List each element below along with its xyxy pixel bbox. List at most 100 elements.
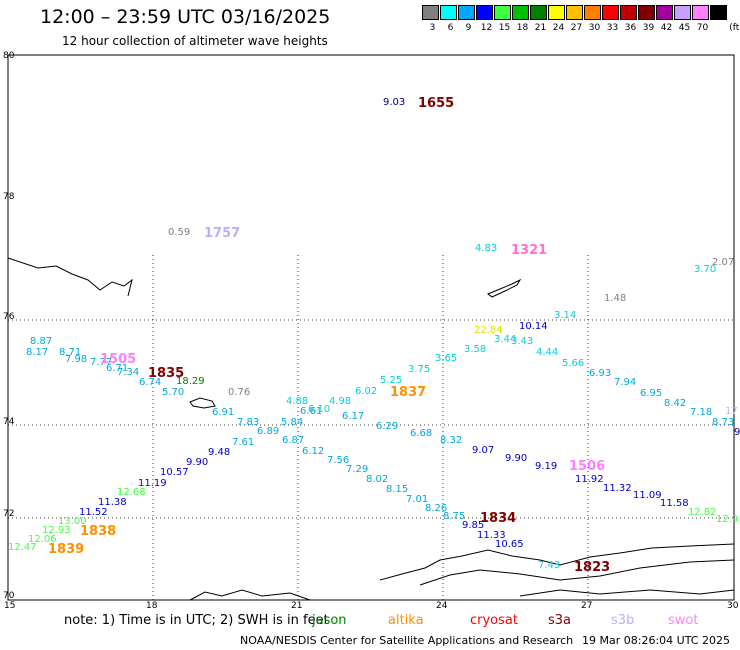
wave-height-label: 8.02 bbox=[366, 474, 389, 485]
legend-label: 6 bbox=[447, 23, 454, 33]
wave-height-label: 13.00 bbox=[58, 516, 87, 527]
wave-height-label: 12.68 bbox=[117, 487, 146, 498]
wave-height-label: 7.29 bbox=[346, 464, 369, 475]
wave-height-label: 7.94 bbox=[614, 377, 637, 388]
pass-time-label: 1823 bbox=[574, 560, 611, 575]
wave-height-label: 7.61 bbox=[232, 437, 255, 448]
wave-height-label: 8.42 bbox=[664, 398, 687, 409]
satellite-label: s3a bbox=[548, 613, 572, 628]
wave-height-label: 6.74 bbox=[139, 377, 162, 388]
wave-height-label: 9.19 bbox=[535, 461, 558, 472]
wave-height-label: 6.95 bbox=[640, 388, 663, 399]
wave-height-label: 9.48 bbox=[208, 447, 231, 458]
legend-label: 45 bbox=[678, 23, 691, 33]
wave-height-label: 7.77 bbox=[90, 357, 113, 368]
satellite-label: cryosat bbox=[470, 613, 518, 628]
legend-swatch bbox=[692, 5, 709, 20]
wave-height-label: 8.17 bbox=[26, 347, 49, 358]
wave-height-label: 3.65 bbox=[435, 353, 458, 364]
legend-swatch bbox=[620, 5, 637, 20]
wave-height-label: 22.84 bbox=[474, 325, 503, 336]
wave-height-label: 6.12 bbox=[302, 446, 325, 457]
legend-swatch bbox=[422, 5, 439, 20]
wave-height-label: 0.59 bbox=[168, 227, 191, 238]
wave-height-label: 12.06 bbox=[28, 534, 57, 545]
lon-label: 21 bbox=[291, 601, 303, 611]
legend-swatch bbox=[548, 5, 565, 20]
legend-swatch bbox=[710, 5, 727, 20]
lat-label: 74 bbox=[3, 417, 15, 427]
wave-height-label: 6.93 bbox=[589, 368, 612, 379]
pass-time-label: 1757 bbox=[204, 226, 241, 241]
coastline-south-c bbox=[419, 559, 735, 586]
wave-height-label: 8.73 bbox=[712, 417, 735, 428]
wave-height-label: 9.03 bbox=[383, 97, 406, 108]
gridlines bbox=[8, 255, 734, 600]
wave-height-label: 3.43 bbox=[511, 336, 534, 347]
legend-swatch bbox=[458, 5, 475, 20]
pass-time-label: 1838 bbox=[80, 524, 117, 539]
wave-height-label: 6.71 bbox=[106, 363, 129, 374]
wave-height-label: 6.91 bbox=[212, 407, 235, 418]
wave-height-label: 6.87 bbox=[282, 435, 305, 446]
wave-height-label: 8.87 bbox=[30, 336, 53, 347]
wave-height-label: 3.14 bbox=[554, 310, 577, 321]
wave-height-label: 6.10 bbox=[308, 404, 331, 415]
wave-height-label: 8.15 bbox=[386, 484, 409, 495]
map-subtitle: 12 hour collection of altimeter wave hei… bbox=[62, 34, 328, 48]
wave-height-label: 8.32 bbox=[440, 435, 463, 446]
wave-height-label: 1.48 bbox=[604, 293, 627, 304]
wave-height-label: 11.92 bbox=[575, 474, 604, 485]
legend-label: 18 bbox=[516, 23, 529, 33]
wave-height-label: 8.26 bbox=[425, 503, 448, 514]
legend-label: 3 bbox=[429, 23, 436, 33]
wave-height-label: 12.82 bbox=[688, 507, 717, 518]
wave-height-label: 3.58 bbox=[464, 344, 487, 355]
lat-label: 76 bbox=[3, 312, 15, 322]
wave-height-label: 7.56 bbox=[327, 455, 350, 466]
legend-label: 24 bbox=[552, 23, 565, 33]
legend-label: 21 bbox=[534, 23, 547, 33]
map-frame bbox=[7, 54, 735, 601]
wave-height-label: 8.71 bbox=[59, 347, 82, 358]
wave-height-label: 4.88 bbox=[286, 396, 309, 407]
wave-height-label: 5.84 bbox=[281, 417, 304, 428]
legend-swatch bbox=[494, 5, 511, 20]
coastline-jan-mayen bbox=[189, 397, 216, 409]
legend-label: 39 bbox=[642, 23, 655, 33]
coastline-greenland bbox=[7, 257, 133, 297]
legend-swatch bbox=[638, 5, 655, 20]
wave-height-label: 6.68 bbox=[410, 428, 433, 439]
legend-swatch bbox=[674, 5, 691, 20]
lon-label: 27 bbox=[581, 601, 593, 611]
wave-height-label: 8.75 bbox=[443, 511, 466, 522]
wave-height-label: 3.70 bbox=[694, 264, 717, 275]
wave-height-label: 10.57 bbox=[160, 467, 189, 478]
pass-time-label: 1321 bbox=[511, 243, 548, 258]
wave-height-label: 6.89 bbox=[257, 426, 280, 437]
wave-height-label: 7.43 bbox=[538, 560, 561, 571]
wave-height-label: 3.75 bbox=[408, 364, 431, 375]
pass-time-label: 1506 bbox=[569, 459, 606, 474]
satellite-label: jason bbox=[312, 613, 347, 628]
wave-height-label: 10.14 bbox=[519, 321, 548, 332]
wave-height-label: 6.61 bbox=[300, 406, 323, 417]
legend-swatch bbox=[476, 5, 493, 20]
note-text: note: 1) Time is in UTC; 2) SWH is in fe… bbox=[64, 613, 329, 628]
wave-height-label: 11.58 bbox=[660, 498, 689, 509]
legend-swatch bbox=[602, 5, 619, 20]
wave-height-label: 9.85 bbox=[462, 520, 485, 531]
wave-height-label: 6.02 bbox=[355, 386, 378, 397]
legend-swatch bbox=[656, 5, 673, 20]
pass-time-label: 1834 bbox=[480, 511, 517, 526]
wave-height-label: 11.33 bbox=[477, 530, 506, 541]
wave-height-label: 5.66 bbox=[562, 358, 585, 369]
lon-label: 30 bbox=[727, 601, 739, 611]
wave-height-label: 12.9 bbox=[716, 514, 739, 525]
wave-height-label: 7.34 bbox=[117, 367, 140, 378]
pass-time-label: 1837 bbox=[390, 385, 427, 400]
satellite-label: altika bbox=[388, 613, 424, 628]
legend-label: 12 bbox=[480, 23, 493, 33]
lon-label: 24 bbox=[436, 601, 448, 611]
